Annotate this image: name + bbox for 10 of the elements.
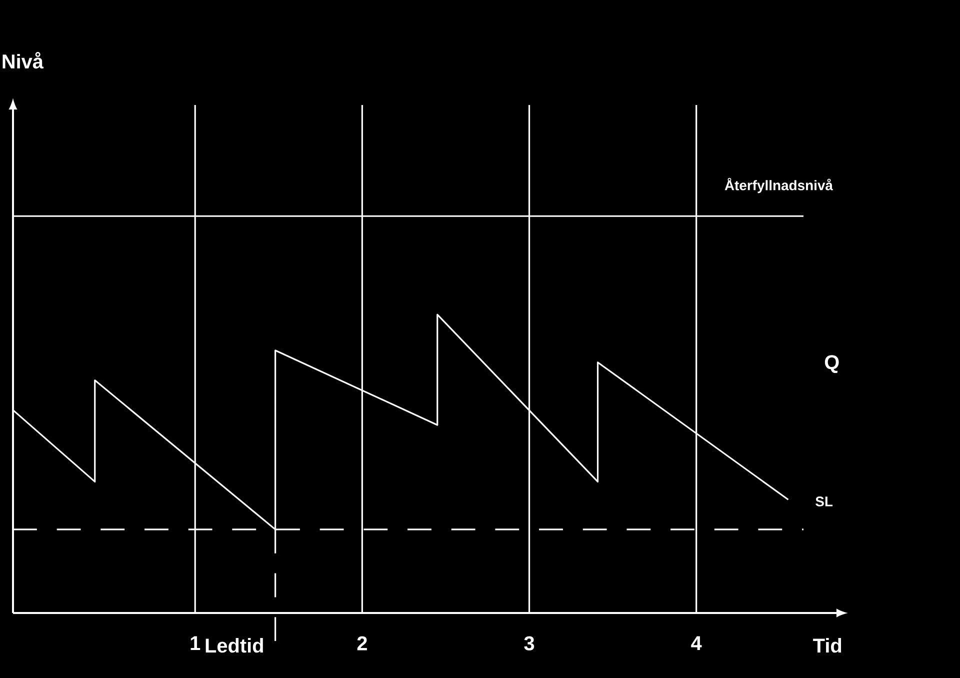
x-tick-label: 1 <box>190 636 200 650</box>
x-tick-label: 3 <box>524 636 534 650</box>
ref-line-label: Återfyllnadsnivå <box>724 178 833 194</box>
annotation: Q <box>824 355 839 374</box>
text: Nivå <box>2 52 44 69</box>
ref-line-label: Ledtid <box>206 638 263 653</box>
x-tick-label: 4 <box>691 636 702 650</box>
x-axis-title: Tid <box>813 638 842 653</box>
x-tick-label: 2 <box>357 636 367 650</box>
ref-line-label: SL <box>816 496 833 506</box>
